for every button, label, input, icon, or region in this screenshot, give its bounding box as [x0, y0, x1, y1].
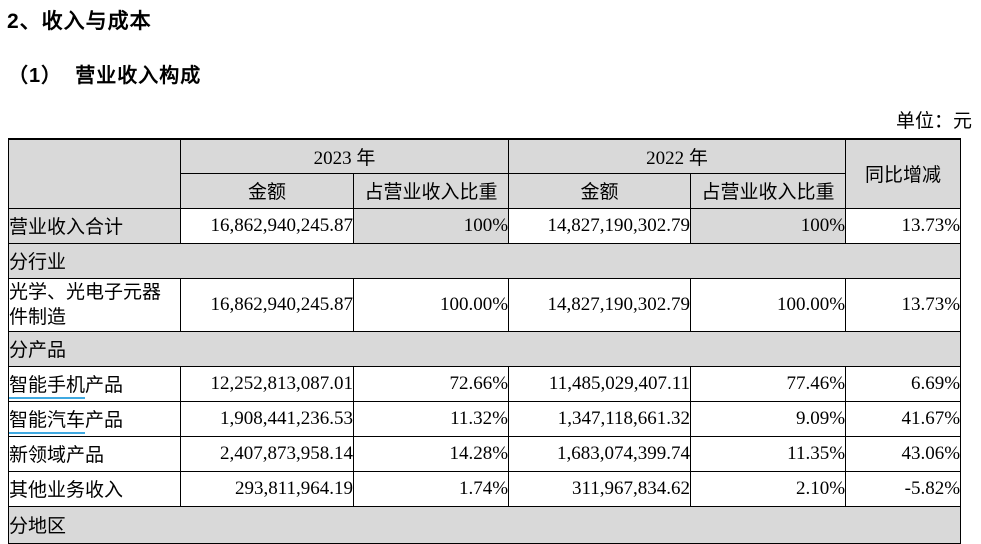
header-share-2022: 占营业收入比重: [690, 172, 847, 209]
yoy-value: 13.73%: [845, 277, 962, 332]
unit-label: 单位：元: [895, 111, 972, 132]
amount-2022: 14,827,190,302.79: [508, 277, 692, 332]
header-year-2023: 2023 年: [179, 138, 510, 174]
header-row-metrics: 金额 占营业收入比重 金额 占营业收入比重: [9, 172, 961, 209]
yoy-value: 6.69%: [845, 365, 962, 402]
row-label-rest: 产品: [85, 410, 124, 431]
header-yoy: 同比增减: [845, 138, 962, 209]
yoy-value: 41.67%: [845, 400, 962, 437]
share-2023: 14.28%: [352, 435, 510, 472]
table-row-optics: 光学、光电子元器件制造 16,862,940,245.87 100.00% 14…: [8, 277, 962, 332]
section-row-label: 分产品: [7, 330, 962, 367]
amount-2022: 1,347,118,661.32: [508, 400, 692, 437]
amount-2022: 14,827,190,302.79: [508, 207, 692, 244]
yoy-value: 13.73%: [845, 207, 962, 244]
share-2022: 9.09%: [690, 400, 847, 437]
yoy-value: -5.82%: [845, 470, 962, 507]
table-row-total: 营业收入合计 16,862,940,245.87 100% 14,827,190…: [8, 207, 962, 244]
amount-2022: 11,485,029,407.11: [508, 365, 692, 402]
header-amount-2022: 金额: [508, 172, 692, 209]
row-label: 智能汽车产品: [8, 400, 181, 437]
section-row-product: 分产品: [7, 330, 962, 367]
section-row-label: 分地区: [7, 505, 962, 544]
revenue-composition-table: 2023 年 2022 年 同比增减 金额 占营业收入比重 金额 占营业收入比重…: [7, 138, 962, 544]
section-title: 2、收入与成本: [7, 10, 152, 33]
row-label-underlined: 智能手机: [9, 375, 86, 399]
section-row-label: 分行业: [7, 242, 962, 279]
header-year-2022: 2022 年: [508, 138, 847, 174]
section-row-region: 分地区: [7, 505, 962, 544]
amount-2023: 12,252,813,087.01: [180, 365, 354, 402]
table-row-smartphone: 智能手机产品 12,252,813,087.01 72.66% 11,485,0…: [8, 365, 962, 402]
row-label: 光学、光电子元器件制造: [8, 277, 181, 332]
amount-2023: 293,811,964.19: [180, 470, 354, 507]
share-2022: 11.35%: [690, 435, 847, 472]
share-2022: 100.00%: [690, 277, 847, 332]
row-label: 营业收入合计: [8, 207, 181, 244]
header-blank-cell: [8, 138, 181, 209]
share-2023: 72.66%: [352, 365, 510, 402]
share-2022: 2.10%: [690, 470, 847, 507]
header-row-years: 2023 年 2022 年 同比增减: [8, 138, 962, 209]
yoy-value: 43.06%: [845, 435, 962, 472]
amount-2023: 16,862,940,245.87: [180, 277, 354, 332]
share-2023: 1.74%: [352, 470, 510, 507]
table-row-other: 其他业务收入 293,811,964.19 1.74% 311,967,834.…: [8, 470, 962, 507]
header-share-2023: 占营业收入比重: [352, 172, 510, 209]
row-label: 其他业务收入: [8, 470, 181, 507]
row-label: 新领域产品: [8, 435, 181, 472]
section-row-industry: 分行业: [7, 242, 962, 279]
share-2023: 100.00%: [352, 277, 510, 332]
row-label-text: 光学、光电子元器件制造: [9, 281, 162, 328]
share-2022: 100%: [690, 207, 847, 244]
row-label-rest: 产品: [85, 375, 124, 396]
table-row-smartcar: 智能汽车产品 1,908,441,236.53 11.32% 1,347,118…: [8, 400, 962, 437]
share-2023: 11.32%: [352, 400, 510, 437]
header-amount-2023: 金额: [180, 172, 354, 209]
subsection-title: （1） 营业收入构成: [8, 65, 202, 87]
row-label: 智能手机产品: [8, 365, 181, 402]
table-row-newfield: 新领域产品 2,407,873,958.14 14.28% 1,683,074,…: [8, 435, 962, 472]
share-2022: 77.46%: [690, 365, 847, 402]
amount-2023: 16,862,940,245.87: [180, 207, 354, 244]
amount-2023: 2,407,873,958.14: [180, 435, 354, 472]
row-label-underlined: 智能汽车: [9, 410, 86, 434]
amount-2023: 1,908,441,236.53: [180, 400, 354, 437]
amount-2022: 311,967,834.62: [508, 470, 692, 507]
share-2023: 100%: [352, 207, 510, 244]
amount-2022: 1,683,074,399.74: [508, 435, 692, 472]
